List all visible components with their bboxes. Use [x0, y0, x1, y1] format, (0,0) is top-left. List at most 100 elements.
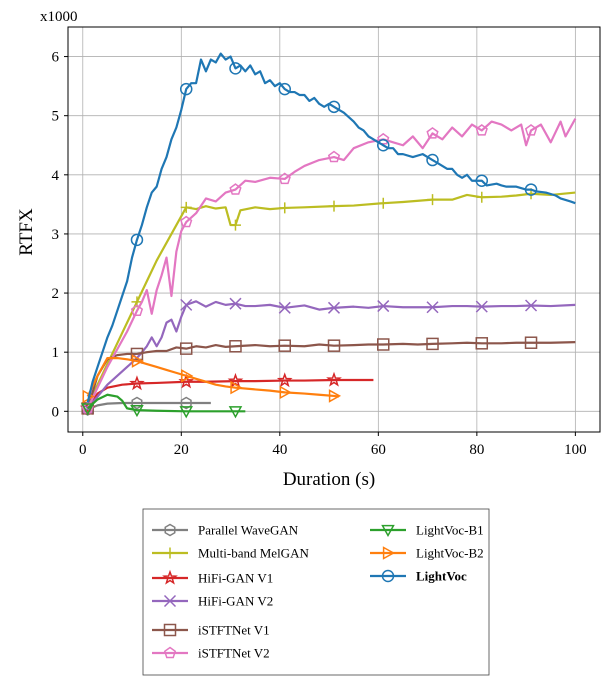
legend-item-hifi-gan-v2: HiFi-GAN V2	[152, 594, 273, 609]
legend-marker	[381, 524, 395, 538]
legend-marker	[163, 594, 177, 608]
series-lightvoc-b1	[80, 393, 246, 419]
legend-label: Parallel WaveGAN	[198, 523, 299, 538]
data-point-lightvoc	[179, 82, 193, 96]
data-point-lightvoc	[377, 138, 390, 152]
data-point-istftnet-v2	[475, 124, 488, 136]
y-tick-label: 5	[52, 109, 60, 125]
x-tick-label: 80	[469, 442, 484, 458]
legend-marker	[381, 569, 395, 583]
data-point-hifi-gan-v2	[180, 298, 193, 311]
data-point-multi-band-melgan	[427, 194, 439, 206]
legend-item-istftnet-v1: iSTFTNet V1	[152, 623, 270, 638]
x-tick-label: 100	[564, 442, 587, 458]
legend-marker	[163, 623, 177, 637]
data-point-istftnet-v2	[426, 126, 439, 139]
data-point-lightvoc-b1	[80, 403, 95, 416]
legend-label: LightVoc-B1	[416, 523, 484, 538]
y-multiplier-label: x1000	[40, 9, 78, 25]
data-point-istftnet-v2	[377, 132, 390, 145]
data-point-hifi-gan-v1	[326, 371, 342, 387]
data-point-istftnet-v2	[524, 124, 538, 136]
data-point-multi-band-melgan	[328, 200, 340, 212]
data-point-hifi-gan-v2	[475, 300, 488, 313]
series-line-istftnet-v2	[86, 118, 577, 409]
legend-box	[142, 508, 490, 676]
x-axis-title: Duration (s)	[283, 469, 375, 490]
data-point-lightvoc	[278, 82, 291, 96]
data-point-hifi-gan-v2	[229, 297, 242, 310]
data-point-lightvoc	[229, 62, 242, 75]
data-point-hifi-gan-v1	[129, 375, 145, 391]
legend-label: LightVoc	[416, 569, 467, 584]
series-lightvoc-b2	[82, 354, 342, 404]
legend-item-multi-band-melgan: Multi-band MelGAN	[152, 546, 309, 561]
data-point-istftnet-v1	[475, 337, 489, 350]
data-point-lightvoc-b2	[181, 369, 194, 383]
legend-item-lightvoc: LightVoc	[370, 569, 467, 584]
legend-marker	[162, 569, 178, 585]
y-tick-label: 6	[52, 50, 60, 66]
data-point-multi-band-melgan	[180, 201, 192, 213]
legend-marker	[164, 523, 176, 537]
ticks: 0 20 40 60 80 100 0 1 2 3 4 5 6	[52, 50, 587, 458]
legend-label: iSTFTNet V2	[198, 646, 270, 661]
series-line-lightvoc	[86, 52, 576, 403]
x-tick-label: 60	[371, 442, 386, 458]
legend-label: LightVoc-B2	[416, 546, 484, 561]
data-point-istftnet-v1	[426, 337, 439, 351]
data-point-multi-band-melgan	[279, 202, 291, 214]
data-point-lightvoc-b1	[179, 406, 193, 419]
legend-item-hifi-gan-v1: HiFi-GAN V1	[152, 569, 273, 586]
legend-label: HiFi-GAN V2	[198, 594, 273, 609]
data-point-hifi-gan-v2	[278, 301, 291, 314]
grid	[68, 27, 600, 432]
legend-marker	[382, 546, 396, 560]
data-point-parallel-wavegan	[180, 396, 192, 410]
data-point-multi-band-melgan	[377, 197, 389, 209]
data-point-istftnet-v1	[377, 338, 390, 351]
data-point-lightvoc	[426, 153, 439, 167]
series-lightvoc	[86, 52, 576, 403]
y-tick-label: 4	[52, 168, 60, 184]
data-point-lightvoc-b2	[131, 354, 145, 368]
legend-label: Multi-band MelGAN	[198, 546, 309, 561]
data-point-hifi-gan-v2	[426, 301, 439, 314]
series-layer	[79, 52, 577, 419]
data-point-lightvoc	[475, 174, 489, 187]
x-tick-label: 0	[79, 442, 87, 458]
series-line-multi-band-melgan	[86, 191, 576, 406]
x-tick-label: 20	[174, 442, 189, 458]
y-tick-label: 3	[52, 227, 60, 243]
legend-item-lightvoc-b1: LightVoc-B1	[370, 523, 484, 538]
data-point-istftnet-v2	[229, 183, 242, 195]
series-line-istftnet-v1	[86, 341, 576, 409]
legend-item-lightvoc-b2: LightVoc-B2	[370, 546, 484, 561]
data-point-hifi-gan-v2	[377, 300, 390, 313]
data-point-lightvoc	[327, 100, 341, 114]
data-point-lightvoc-b2	[328, 389, 342, 403]
data-point-istftnet-v1	[179, 342, 193, 355]
data-point-istftnet-v2	[130, 304, 144, 316]
legend-label: HiFi-GAN V1	[198, 571, 273, 586]
data-point-istftnet-v1	[130, 347, 144, 361]
data-point-lightvoc-b2	[279, 385, 292, 400]
legend: Parallel WaveGAN Multi-band MelGAN HiFi-GA…	[142, 508, 490, 676]
data-point-istftnet-v2	[327, 150, 341, 163]
data-point-multi-band-melgan	[229, 219, 241, 231]
legend-marker	[164, 547, 176, 559]
data-point-parallel-wavegan	[131, 396, 143, 410]
data-point-lightvoc-b1	[130, 404, 144, 418]
data-point-istftnet-v1	[524, 336, 538, 349]
data-point-hifi-gan-v1	[227, 372, 244, 388]
series-line-lightvoc-b2	[86, 356, 340, 398]
data-point-istftnet-v2	[278, 172, 291, 185]
data-point-multi-band-melgan	[476, 191, 488, 203]
series-line-hifi-gan-v2	[86, 300, 576, 410]
data-point-lightvoc-b1	[228, 406, 243, 419]
data-point-hifi-gan-v2	[327, 301, 341, 314]
data-point-hifi-gan-v1	[276, 372, 293, 388]
data-point-hifi-gan-v2	[525, 299, 538, 312]
y-tick-label: 1	[52, 345, 60, 361]
